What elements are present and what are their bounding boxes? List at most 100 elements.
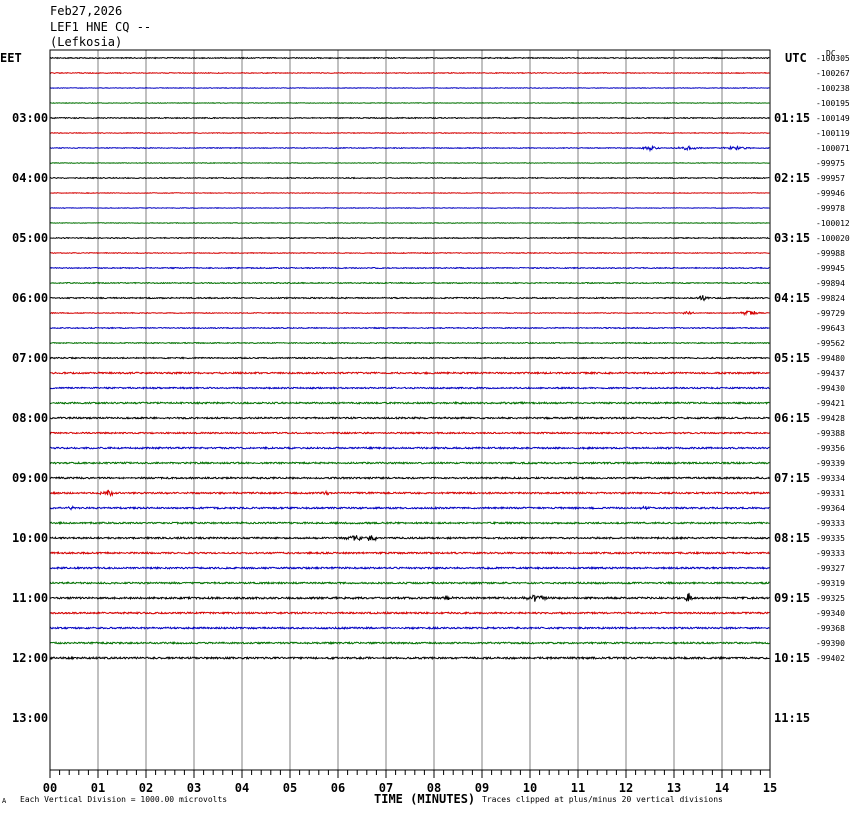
right-hour-label: 04:15 [774,291,810,305]
left-hour-label: 09:00 [12,471,48,485]
x-tick-label: 08 [427,781,441,795]
left-hour-label: 07:00 [12,351,48,365]
trace-offset-label: -99988 [816,249,845,258]
left-hour-label: 03:00 [12,111,48,125]
trace-offset-label: -99643 [816,324,845,333]
trace-offset-label: -99368 [816,624,845,633]
trace-offset-label: -99978 [816,204,845,213]
trace-line [49,550,770,556]
dc-label: DC [826,49,836,58]
trace-line [49,71,770,75]
left-hour-label: 08:00 [12,411,48,425]
trace-offset-label: -99824 [816,294,845,303]
footer-mark: A [2,797,7,805]
trace-offset-label: -99430 [816,384,845,393]
trace-line [49,460,770,466]
footer-clip-note: Traces clipped at plus/minus 20 vertical… [482,795,723,804]
x-tick-label: 12 [619,781,633,795]
trace-line [49,281,770,285]
trace-line [49,131,770,135]
right-hour-label: 03:15 [774,231,810,245]
trace-offset-label: -99333 [816,549,845,558]
trace-line [49,592,770,602]
trace-offset-label: -99340 [816,609,845,618]
trace-line [49,445,770,451]
plot-frame [49,49,771,771]
trace-offset-label: -99390 [816,639,845,648]
trace-line [49,87,770,89]
labels: 00 01 02 03 04 05 06 07 08 09 10 11 12 13 14 15 -100305 -… [0,49,850,806]
trace-offset-label: -99364 [816,504,845,513]
left-hour-label: 12:00 [12,651,48,665]
trace-offset-label: -99402 [816,654,845,663]
trace-line [49,610,770,616]
trace-offset-label: -100071 [816,144,850,153]
trace-line [49,116,770,120]
trace-offset-label: -99975 [816,159,845,168]
trace-line [49,475,770,481]
trace-line [49,144,770,153]
trace-offset-label: -99388 [816,429,845,438]
trace-offset-label: -100267 [816,69,850,78]
trace-offset-label: -99957 [816,174,845,183]
trace-offset-label: -100238 [816,84,850,93]
trace-line [49,162,770,164]
right-hour-label: 06:15 [774,411,810,425]
trace-offset-label: -99339 [816,459,845,468]
x-tick-label: 05 [283,781,297,795]
x-tick-label: 03 [187,781,201,795]
trace-offset-label: -99894 [816,279,845,288]
trace-offset-label: -99562 [816,339,845,348]
right-hour-label: 08:15 [774,531,810,545]
right-hour-label: 09:15 [774,591,810,605]
grid [49,50,771,778]
trace-offset-label: -100305 [816,54,850,63]
trace-line [49,565,770,571]
trace-line [49,295,770,302]
x-tick-label: 07 [379,781,393,795]
chart-location: (Lefkosia) [50,35,123,49]
trace-line [49,192,770,194]
trace-offset-label: -99325 [816,594,845,603]
trace-offset-label: -99428 [816,414,845,423]
x-tick-label: 15 [763,781,777,795]
trace-line [49,580,770,586]
trace-offset-label: -99437 [816,369,845,378]
left-hour-label: 13:00 [12,711,48,725]
trace-offset-label: -100149 [816,114,850,123]
trace-line [49,102,770,104]
trace-line [49,207,770,209]
trace-line [49,56,770,60]
chart-station: LEF1 HNE CQ -- [50,20,152,34]
trace-offset-label: -100020 [816,234,850,243]
trace-line [49,640,770,646]
trace-line [49,341,770,345]
trace-line [49,489,770,498]
right-hour-label: 10:15 [774,651,810,665]
trace-line [49,236,770,240]
x-tick-label: 13 [667,781,681,795]
x-axis-label: TIME (MINUTES) [374,792,475,806]
left-hour-label: 05:00 [12,231,48,245]
trace-offset-label: -99421 [816,399,845,408]
trace-offset-label: -99335 [816,534,845,543]
trace-line [49,625,770,631]
trace-line [49,326,770,330]
trace-offset-label: -99945 [816,264,845,273]
left-hour-label: 11:00 [12,591,48,605]
left-timezone-label: EET [0,51,22,65]
trace-line [49,431,770,435]
trace-line [49,386,770,390]
right-hour-label: 01:15 [774,111,810,125]
trace-offset-label: -99331 [816,489,845,498]
trace-offset-label: -99319 [816,579,845,588]
left-hour-label: 04:00 [12,171,48,185]
right-hour-label: 11:15 [774,711,810,725]
trace-line [49,520,770,526]
trace-line [49,535,770,542]
trace-line [49,505,770,511]
left-hour-label: 06:00 [12,291,48,305]
trace-offset-label: -99327 [816,564,845,573]
trace-line [49,310,770,317]
right-timezone-label: UTC [785,51,807,65]
